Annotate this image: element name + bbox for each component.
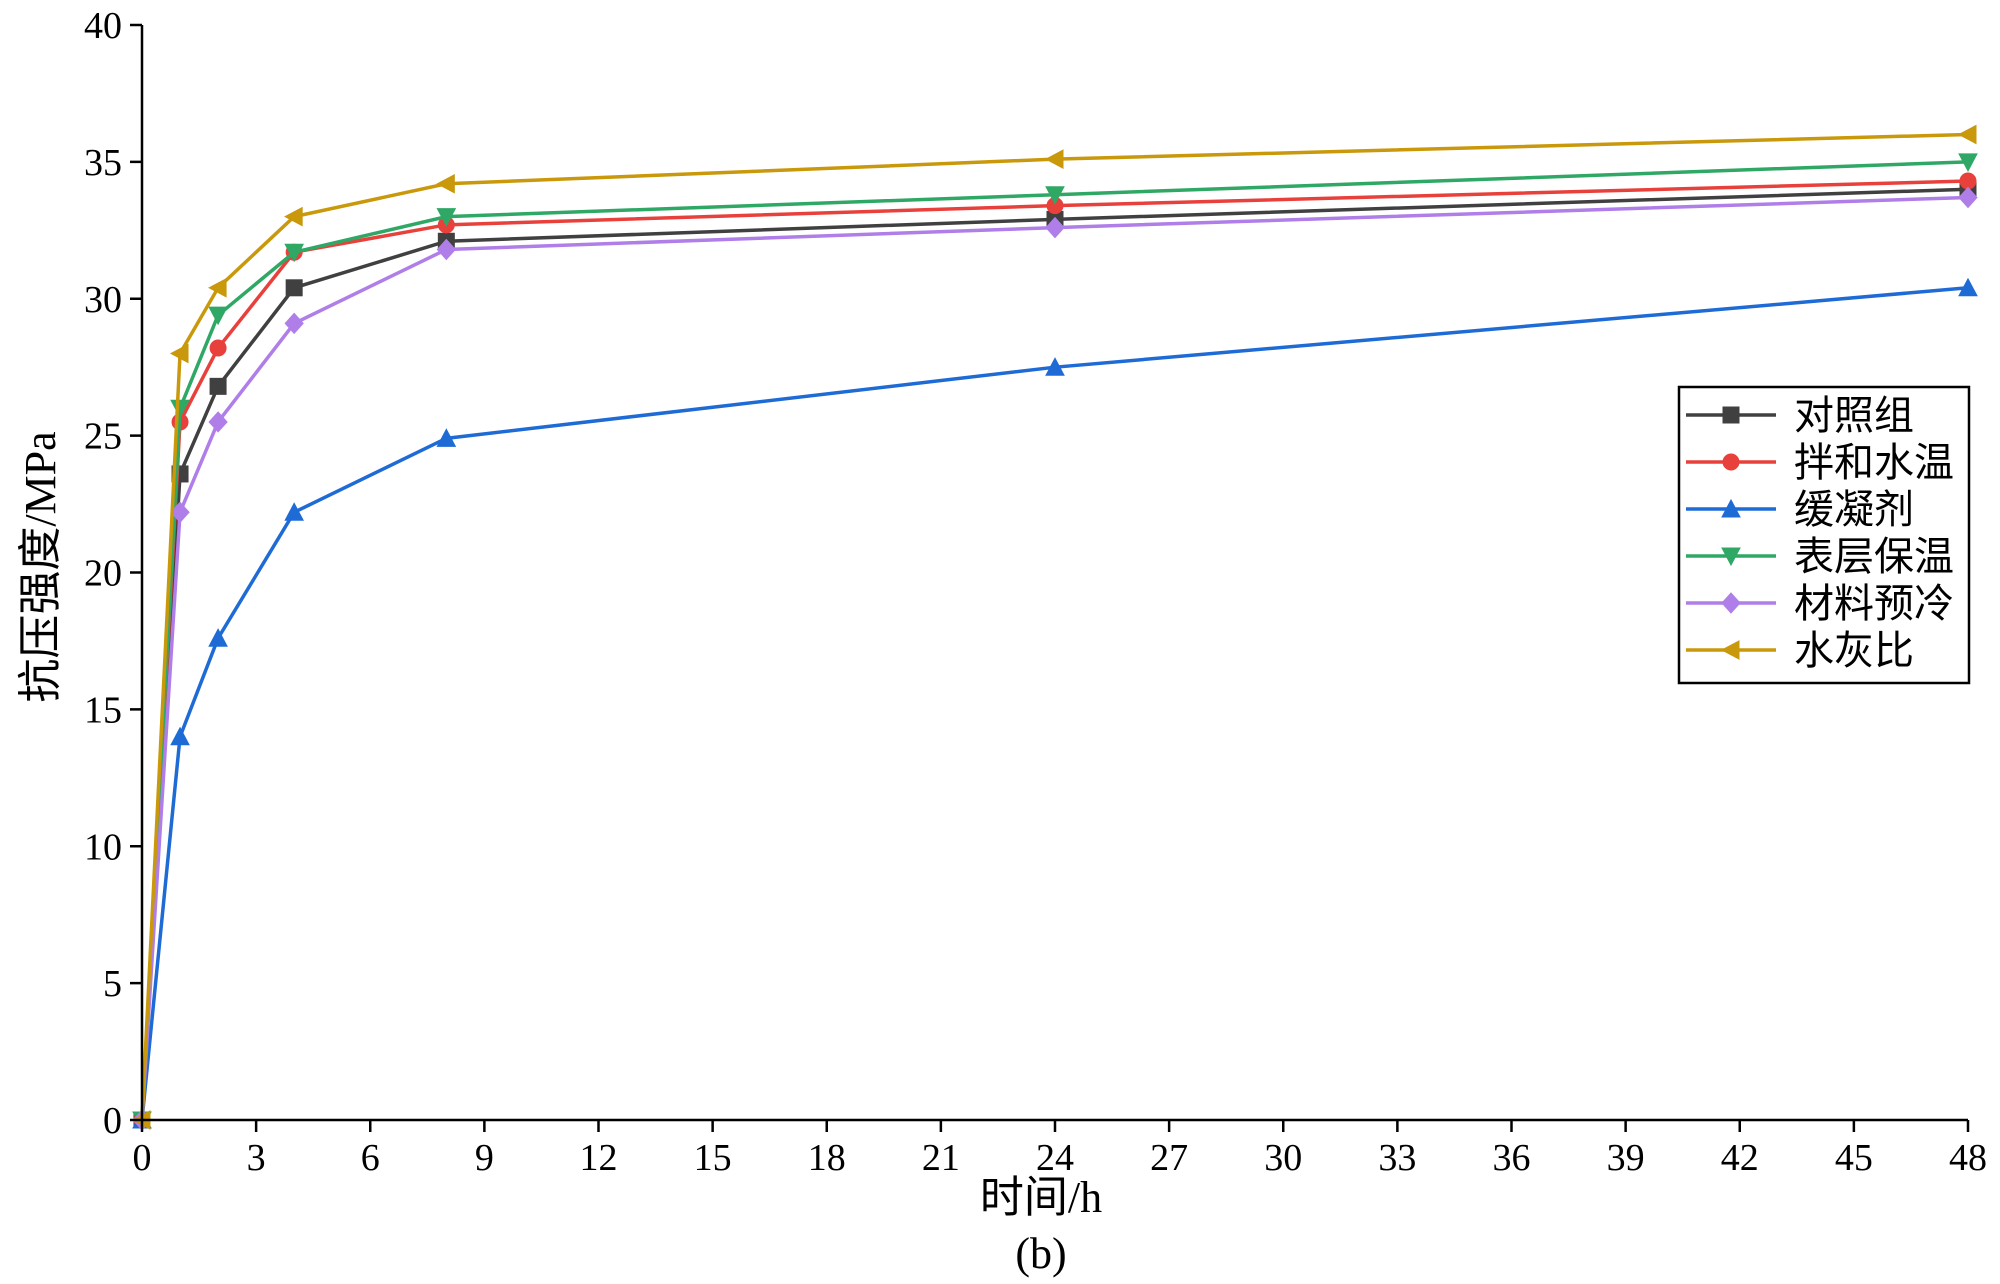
x-tick-label: 33	[1378, 1137, 1416, 1179]
legend-label: 缓凝剂	[1794, 487, 1914, 532]
legend-label: 材料预冷	[1794, 581, 1954, 626]
y-tick-label: 5	[103, 963, 122, 1005]
legend-label: 拌和水温	[1794, 440, 1954, 485]
x-tick-label: 18	[808, 1137, 846, 1179]
legend-marker	[1720, 640, 1740, 660]
x-tick-label: 6	[361, 1137, 380, 1179]
legend-label: 表层保温	[1794, 534, 1954, 579]
x-tick-label: 9	[475, 1137, 494, 1179]
data-point	[1958, 186, 1978, 209]
x-tick-label: 15	[694, 1137, 732, 1179]
data-point	[1044, 149, 1064, 169]
data-point	[209, 377, 227, 395]
legend-marker	[1721, 592, 1741, 614]
data-point	[208, 306, 228, 326]
figure-caption: (b)	[1015, 1229, 1066, 1278]
y-tick-label: 35	[84, 142, 122, 184]
axes: 0 3 6 9 12 15 18 21 24 27 30 33 36 39 42 45 480510152025…	[84, 5, 1987, 1179]
x-tick-label: 45	[1835, 1137, 1873, 1179]
x-tick-label: 24	[1036, 1137, 1074, 1179]
data-point	[1045, 357, 1065, 376]
legend-marker	[1722, 406, 1740, 424]
series-group	[131, 124, 1978, 1131]
data-point	[284, 502, 304, 521]
data-point	[436, 238, 457, 261]
legend-marker	[1722, 453, 1740, 471]
data-point	[436, 428, 457, 447]
x-tick-label: 36	[1493, 1137, 1531, 1179]
y-tick-label: 15	[84, 689, 122, 731]
data-point	[285, 279, 303, 297]
series-5	[132, 186, 1978, 1131]
y-tick-label: 40	[84, 5, 122, 47]
data-point	[208, 411, 228, 433]
data-point	[1957, 124, 1977, 145]
y-tick-label: 10	[84, 826, 122, 868]
x-tick-label: 3	[247, 1137, 266, 1179]
data-point	[170, 399, 190, 419]
data-point	[169, 343, 189, 364]
legend-marker	[1721, 498, 1741, 518]
x-tick-label: 48	[1949, 1137, 1987, 1179]
data-point	[170, 726, 190, 746]
legend-label: 对照组	[1794, 393, 1914, 438]
data-point	[436, 173, 455, 194]
data-point	[1958, 153, 1978, 172]
data-point	[1045, 216, 1065, 239]
data-point	[284, 312, 304, 335]
data-point	[209, 339, 227, 357]
y-tick-label: 0	[103, 1100, 122, 1142]
x-tick-label: 0	[133, 1137, 152, 1179]
series-6	[131, 124, 1977, 1130]
x-tick-label: 21	[922, 1137, 960, 1179]
y-tick-label: 30	[84, 279, 122, 321]
x-tick-label: 27	[1150, 1137, 1188, 1179]
data-point	[436, 208, 457, 227]
y-tick-label: 25	[84, 416, 122, 458]
data-point	[1045, 186, 1065, 205]
x-tick-label: 39	[1607, 1137, 1645, 1179]
x-tick-label: 42	[1721, 1137, 1759, 1179]
data-point	[208, 277, 227, 298]
x-tick-label: 12	[580, 1137, 618, 1179]
data-point	[1958, 277, 1978, 297]
data-point	[208, 628, 228, 647]
legend-label: 水灰比	[1794, 628, 1914, 673]
y-tick-label: 20	[84, 553, 122, 595]
legend-marker	[1721, 547, 1741, 567]
x-tick-label: 30	[1264, 1137, 1302, 1179]
data-point	[284, 206, 303, 227]
data-point	[1959, 172, 1977, 190]
x-axis-label: 时间/h	[980, 1173, 1102, 1222]
data-point	[284, 243, 304, 263]
legend-box	[1677, 385, 1971, 685]
y-axis-label: 抗压强度/MPa	[16, 431, 65, 702]
